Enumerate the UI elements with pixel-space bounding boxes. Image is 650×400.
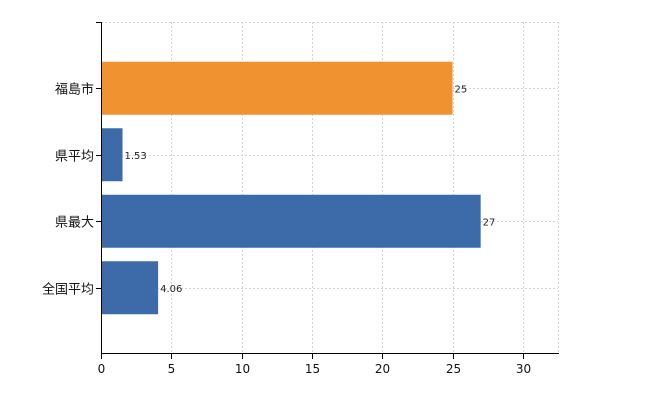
x-tick-label-5: 25 [446,362,461,376]
value-label-1: 1.53 [125,151,147,162]
x-tick-label-1: 5 [168,362,176,376]
bars [101,61,481,315]
bar-3 [101,261,159,315]
category-label-1: 県平均 [55,150,94,165]
value-label-3: 4.06 [160,284,182,295]
x-tick-label-0: 0 [98,362,106,376]
value-label-2: 27 [483,217,496,228]
axes [96,22,559,359]
x-tick-label-4: 20 [375,362,390,376]
value-label-0: 25 [455,84,468,95]
category-label-3: 全国平均 [42,282,94,298]
x-tick-label-6: 30 [516,362,531,376]
category-label-2: 県最大 [55,216,94,231]
x-tick-label-3: 15 [305,362,320,376]
bar-2 [101,194,481,248]
bar-1 [101,128,123,182]
x-tick-label-2: 10 [235,362,250,376]
category-label-0: 福島市 [55,82,94,98]
bar-0 [101,61,453,115]
